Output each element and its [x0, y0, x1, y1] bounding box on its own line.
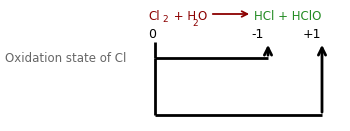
- Text: HCl + HClO: HCl + HClO: [254, 10, 321, 23]
- Text: + H: + H: [170, 10, 196, 23]
- Text: Oxidation state of Cl: Oxidation state of Cl: [5, 52, 126, 65]
- Text: O: O: [197, 10, 206, 23]
- Text: 2: 2: [192, 19, 198, 28]
- Text: 2: 2: [162, 15, 168, 24]
- Text: Cl: Cl: [148, 10, 160, 23]
- Text: 0: 0: [148, 28, 156, 41]
- Text: +1: +1: [303, 28, 321, 41]
- Text: -1: -1: [252, 28, 264, 41]
